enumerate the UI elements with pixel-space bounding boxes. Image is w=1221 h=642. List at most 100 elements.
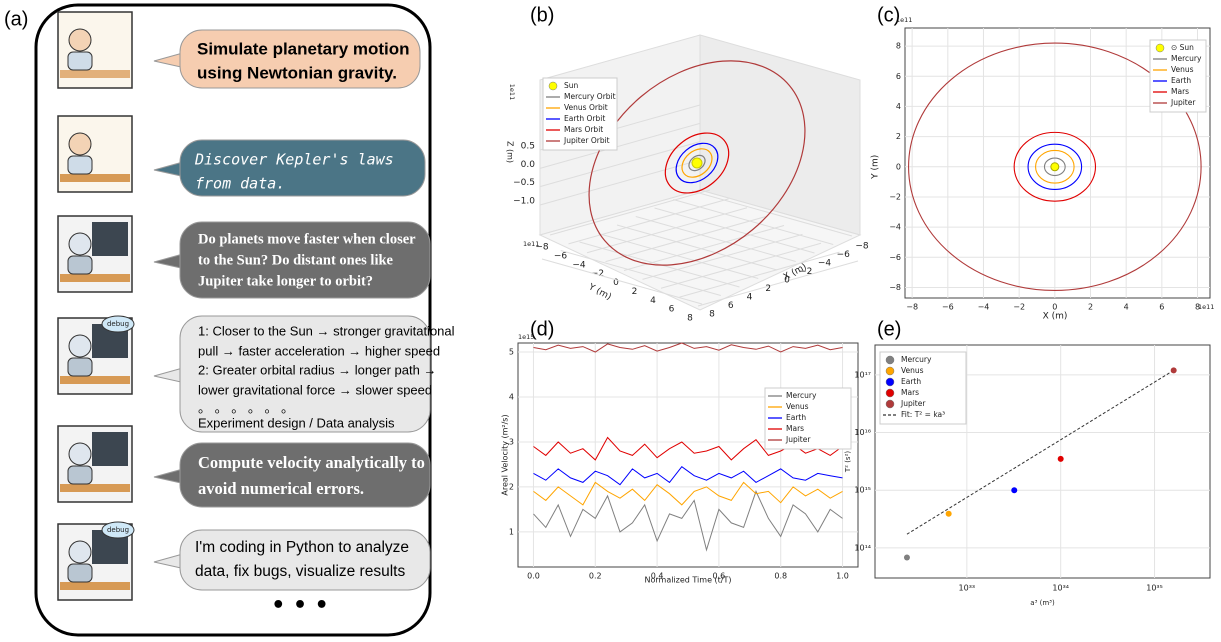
grid-line — [598, 233, 759, 279]
orbit — [588, 60, 806, 266]
orbit — [675, 142, 719, 184]
legend-label: Jupiter — [900, 399, 926, 408]
z-tick-label: −1.0 — [513, 197, 535, 207]
message-text: from data. — [195, 175, 285, 193]
speech-bubble — [179, 529, 431, 591]
legend-label: Venus Orbit — [564, 103, 608, 112]
grid-line — [568, 198, 729, 245]
legend-box — [542, 77, 618, 151]
plot-area — [517, 342, 859, 568]
x-tick-label: 4 — [1124, 303, 1129, 312]
z-axis-label: Z (m) — [506, 141, 515, 163]
grid-line — [654, 207, 815, 254]
legend-label: Earth — [1171, 76, 1191, 85]
avatar-head — [68, 232, 92, 256]
panel-label: (b) — [530, 4, 554, 26]
x-tick-label: −8 — [906, 303, 918, 312]
orbit — [664, 132, 730, 194]
desk — [60, 582, 130, 590]
x-tick-label: 0 — [784, 276, 790, 286]
legend-label: Earth Orbit — [564, 114, 605, 123]
panel-label: (a) — [4, 8, 28, 30]
x-tick-label: −6 — [942, 303, 954, 312]
y-tick-label: 2 — [509, 482, 514, 491]
legend-label: Earth — [901, 377, 921, 386]
desk — [60, 274, 130, 282]
orbit — [1035, 149, 1075, 184]
legend-label: Mercury Orbit — [564, 92, 616, 101]
x-tick-label: −6 — [837, 250, 851, 260]
message-text: Discover Kepler's laws — [194, 151, 394, 169]
x-tick-label: 1.0 — [836, 572, 849, 581]
debug-cloud — [101, 315, 135, 333]
grid-line — [660, 242, 822, 289]
speech-bubble — [179, 139, 426, 197]
screen — [92, 222, 128, 256]
offset-label: 1e11 — [523, 240, 539, 248]
message-text: 2: Greater orbital radius → longer path … — [198, 362, 436, 377]
avatar-body — [67, 357, 93, 377]
debug-tag: debug — [107, 526, 129, 534]
grid-line — [623, 225, 785, 271]
x-tick-label: 0 — [1052, 303, 1057, 312]
legend-label: Mars — [786, 424, 804, 433]
y-tick-label: 4 — [650, 296, 656, 306]
orbit — [688, 154, 706, 172]
bubble-seam — [181, 254, 195, 268]
bubble-seam — [181, 162, 195, 176]
message-text: 。 。 。 。 。 。 — [198, 400, 294, 415]
orbit — [1027, 143, 1083, 190]
desk — [60, 376, 130, 384]
grid-line — [673, 199, 834, 245]
x-tick-label: −8 — [855, 242, 869, 252]
ellipsis: • • • — [271, 593, 329, 618]
y-tick-label: 10¹⁶ — [854, 428, 871, 437]
avatar-body — [67, 563, 93, 583]
message-text: Experiment design / Data analysis — [198, 415, 395, 430]
avatar-body — [67, 155, 93, 175]
scatter-point — [1011, 487, 1018, 494]
legend-label: Venus — [786, 402, 809, 411]
bubble-seam — [181, 368, 195, 382]
legend-marker — [885, 399, 895, 409]
y-axis-label: Y (m) — [586, 282, 613, 303]
offset-label: 1e11 — [508, 84, 516, 100]
x-tick-label: 0.0 — [527, 572, 540, 581]
message-text: data, fix bugs, visualize results — [195, 563, 405, 580]
y-tick-label: 8 — [896, 42, 901, 51]
orbit — [1043, 157, 1066, 177]
z-tick-label: −0.5 — [513, 178, 535, 188]
y-tick-label: 0 — [613, 278, 619, 288]
y-tick-label: −8 — [889, 283, 901, 292]
x-tick-label: 10³³ — [959, 584, 976, 593]
y-tick-label: 6 — [896, 72, 901, 81]
message-text: I'm coding in Python to analyze — [195, 539, 409, 556]
x-tick-label: 0.2 — [589, 572, 602, 581]
avatar-body — [67, 465, 93, 485]
message-text: Compute velocity analytically to — [198, 453, 425, 472]
message-text: 1: Closer to the Sun → stronger gravitat… — [198, 323, 455, 338]
legend-label: Jupiter — [785, 435, 811, 444]
y-tick-label: 2 — [632, 287, 638, 297]
grid-line — [635, 216, 796, 262]
screen — [92, 432, 128, 466]
avatar-head — [68, 28, 92, 52]
debug-tag: debug — [107, 320, 129, 328]
panel-label: (e) — [877, 318, 901, 340]
legend-label: Mars — [901, 388, 919, 397]
x-tick-label: 8 — [1195, 303, 1200, 312]
y-tick-label: −6 — [554, 251, 568, 261]
orbit — [681, 148, 713, 178]
message-text: lower gravitational force → slower speed — [198, 382, 432, 397]
scatter-point — [1170, 367, 1177, 374]
series-line — [533, 466, 843, 486]
scatter-point — [1057, 455, 1064, 462]
x-axis-label: Normalized Time (t/T) — [645, 576, 732, 585]
legend-marker — [885, 377, 895, 387]
speech-bubble — [179, 442, 431, 508]
legend-marker — [885, 355, 895, 365]
panel-label: (c) — [877, 4, 900, 26]
legend-label: Mercury — [901, 355, 932, 364]
